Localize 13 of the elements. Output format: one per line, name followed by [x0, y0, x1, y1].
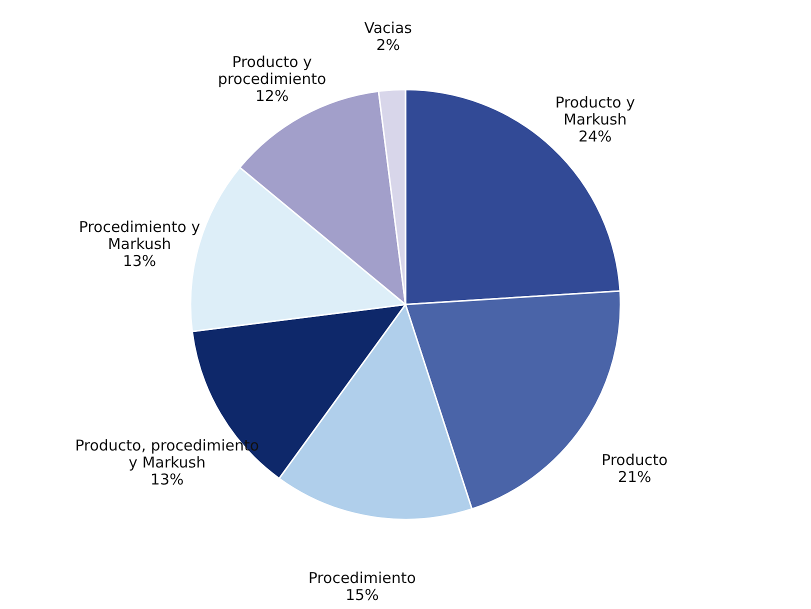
- data-label: 24%: [578, 128, 612, 146]
- data-label: 12%: [255, 86, 289, 105]
- data-label: 13%: [150, 470, 184, 489]
- slice-label: Procedimiento: [308, 569, 416, 588]
- slice-label: Producto: [602, 451, 668, 470]
- data-label: 15%: [345, 586, 379, 604]
- slice-label: Procedimiento y Markush: [78, 218, 200, 254]
- data-label: 21%: [618, 468, 652, 486]
- data-label: 13%: [122, 252, 156, 270]
- data-label: 2%: [376, 36, 400, 54]
- slice-label: Producto y Markush: [555, 94, 636, 129]
- slice-label: Vacias: [364, 19, 412, 38]
- slice-label: Producto y procedimiento: [218, 52, 326, 88]
